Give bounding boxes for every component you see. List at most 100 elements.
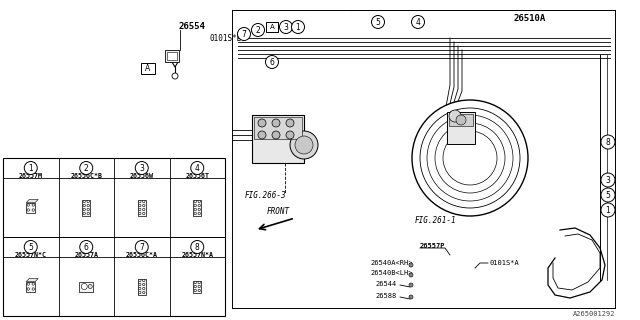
Circle shape — [258, 119, 266, 127]
Circle shape — [32, 283, 35, 285]
Bar — [193, 199, 201, 215]
Circle shape — [191, 241, 204, 253]
Circle shape — [80, 241, 93, 253]
Circle shape — [409, 273, 413, 277]
Circle shape — [194, 281, 196, 284]
Circle shape — [291, 20, 305, 34]
Bar — [165, 50, 179, 62]
Bar — [138, 199, 146, 215]
Circle shape — [198, 289, 200, 292]
Text: 8: 8 — [195, 243, 200, 252]
Circle shape — [27, 209, 29, 211]
Text: 26540B<LH>: 26540B<LH> — [370, 270, 413, 276]
Circle shape — [143, 279, 145, 282]
Bar — [138, 278, 146, 294]
Text: FIG.261-1: FIG.261-1 — [414, 215, 456, 225]
Bar — [449, 114, 473, 126]
Bar — [83, 199, 90, 215]
Circle shape — [194, 204, 196, 207]
Text: 5: 5 — [376, 18, 380, 27]
Circle shape — [143, 204, 145, 207]
Text: 6: 6 — [84, 243, 89, 252]
Circle shape — [138, 283, 141, 286]
Text: 26510A: 26510A — [514, 13, 546, 22]
Text: 26557M: 26557M — [19, 173, 43, 179]
Text: 26557P: 26557P — [420, 243, 445, 249]
Circle shape — [198, 208, 200, 211]
Circle shape — [143, 200, 145, 203]
Circle shape — [286, 131, 294, 139]
Text: 5: 5 — [28, 243, 33, 252]
Circle shape — [601, 173, 615, 187]
Circle shape — [87, 212, 90, 215]
Circle shape — [412, 15, 424, 28]
Circle shape — [135, 241, 148, 253]
Text: 0101S*A: 0101S*A — [490, 260, 520, 266]
Circle shape — [272, 119, 280, 127]
Circle shape — [172, 73, 178, 79]
Bar — [167, 52, 177, 60]
Text: 2: 2 — [84, 164, 88, 172]
Text: 5: 5 — [605, 190, 611, 199]
Circle shape — [272, 131, 280, 139]
Circle shape — [32, 288, 35, 290]
Text: A: A — [145, 63, 150, 73]
Circle shape — [252, 23, 264, 36]
Circle shape — [198, 285, 200, 288]
Circle shape — [286, 119, 294, 127]
Circle shape — [237, 28, 250, 41]
Text: 26557A: 26557A — [74, 252, 99, 258]
Circle shape — [87, 204, 90, 207]
Text: 8: 8 — [605, 138, 611, 147]
Text: 26544: 26544 — [375, 281, 396, 287]
Text: 1: 1 — [28, 164, 33, 172]
Text: FRONT: FRONT — [267, 207, 290, 216]
Bar — [266, 22, 278, 32]
Circle shape — [138, 212, 141, 215]
Bar — [252, 115, 304, 163]
Circle shape — [138, 287, 141, 290]
Text: 2: 2 — [255, 26, 260, 35]
Circle shape — [81, 284, 87, 290]
Circle shape — [138, 204, 141, 207]
Circle shape — [295, 136, 313, 154]
Bar — [447, 112, 475, 144]
Circle shape — [194, 285, 196, 288]
Text: 1: 1 — [296, 22, 300, 31]
Circle shape — [601, 135, 615, 149]
Circle shape — [27, 283, 29, 285]
Circle shape — [412, 100, 528, 216]
Bar — [79, 282, 93, 292]
Circle shape — [443, 131, 497, 185]
Circle shape — [32, 204, 35, 206]
Circle shape — [198, 200, 200, 203]
Circle shape — [138, 291, 141, 294]
Circle shape — [194, 289, 196, 292]
Text: 4: 4 — [415, 18, 420, 27]
Circle shape — [83, 212, 86, 215]
Circle shape — [138, 200, 141, 203]
Circle shape — [87, 208, 90, 211]
Circle shape — [24, 241, 37, 253]
Text: 1: 1 — [605, 205, 611, 214]
Text: 7: 7 — [140, 243, 144, 252]
Circle shape — [138, 279, 141, 282]
Circle shape — [420, 108, 520, 208]
Text: 6: 6 — [269, 58, 275, 67]
Polygon shape — [26, 199, 38, 203]
Bar — [3, 158, 225, 316]
Bar — [141, 62, 155, 74]
Text: 3: 3 — [605, 175, 611, 185]
Circle shape — [194, 212, 196, 215]
Bar — [254, 117, 302, 139]
Text: 0101S*B: 0101S*B — [210, 34, 243, 43]
Circle shape — [80, 162, 93, 174]
Circle shape — [143, 212, 145, 215]
Circle shape — [83, 204, 86, 207]
Circle shape — [143, 208, 145, 211]
Text: 26557N*A: 26557N*A — [181, 252, 213, 258]
Text: 3: 3 — [140, 164, 144, 172]
Text: FIG.266-3: FIG.266-3 — [244, 190, 286, 199]
Circle shape — [601, 203, 615, 217]
Bar — [26, 282, 35, 292]
